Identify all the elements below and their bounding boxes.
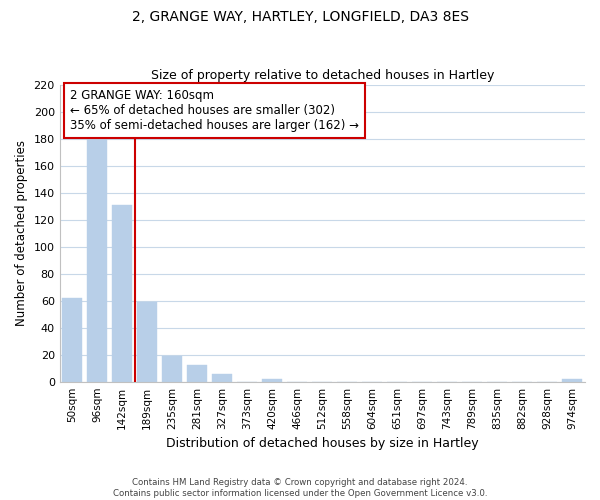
Text: 2, GRANGE WAY, HARTLEY, LONGFIELD, DA3 8ES: 2, GRANGE WAY, HARTLEY, LONGFIELD, DA3 8… [131,10,469,24]
Bar [187,366,207,382]
Bar [212,374,232,382]
Text: 2 GRANGE WAY: 160sqm
← 65% of detached houses are smaller (302)
35% of semi-deta: 2 GRANGE WAY: 160sqm ← 65% of detached h… [70,89,359,132]
Bar [62,298,82,382]
Title: Size of property relative to detached houses in Hartley: Size of property relative to detached ho… [151,69,494,82]
X-axis label: Distribution of detached houses by size in Hartley: Distribution of detached houses by size … [166,437,479,450]
Bar [137,302,157,382]
Y-axis label: Number of detached properties: Number of detached properties [15,140,28,326]
Bar [262,379,283,382]
Text: Contains HM Land Registry data © Crown copyright and database right 2024.
Contai: Contains HM Land Registry data © Crown c… [113,478,487,498]
Bar [562,379,583,382]
Bar [162,356,182,382]
Bar [87,137,107,382]
Bar [112,205,132,382]
